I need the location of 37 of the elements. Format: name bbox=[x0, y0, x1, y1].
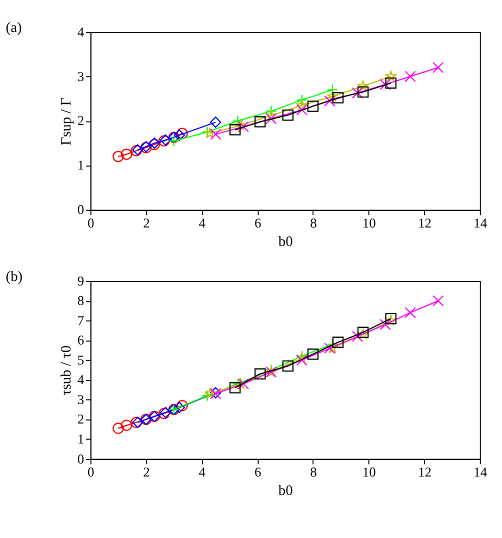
y-tick-label: 4 bbox=[77, 372, 84, 388]
x-tick-label: 8 bbox=[310, 216, 318, 231]
y-axis-title: Γsup / Γ bbox=[58, 97, 75, 146]
y-axis-title: τsub / τ0 bbox=[58, 345, 75, 396]
y-tick-label: 0 bbox=[77, 451, 84, 466]
chart-title: (b) bbox=[6, 269, 23, 286]
y-tick-label: 6 bbox=[77, 332, 84, 348]
x-tick-label: 4 bbox=[198, 216, 206, 231]
y-tick-label: 5 bbox=[77, 352, 84, 368]
y-tick-label: 4 bbox=[77, 24, 84, 40]
x-tick-label: 4 bbox=[198, 464, 206, 480]
x-tick-label: 10 bbox=[362, 216, 376, 231]
x-tick-label: 2 bbox=[143, 216, 150, 231]
x-tick-label: 8 bbox=[310, 464, 318, 480]
x-tick-label: 10 bbox=[362, 464, 376, 480]
x-tick-label: 6 bbox=[254, 216, 262, 231]
y-tick-label: 9 bbox=[77, 273, 84, 288]
y-tick-label: 7 bbox=[77, 312, 84, 328]
x-axis-title: b0 bbox=[278, 483, 293, 499]
y-tick-label: 1 bbox=[77, 158, 84, 173]
x-tick-label: 6 bbox=[254, 464, 262, 480]
x-axis-title: b0 bbox=[278, 234, 293, 250]
x-tick-label: 0 bbox=[88, 216, 95, 231]
y-tick-label: 2 bbox=[77, 412, 84, 427]
y-tick-label: 2 bbox=[77, 113, 84, 128]
x-tick-label: 12 bbox=[418, 216, 432, 231]
x-tick-label: 2 bbox=[143, 464, 150, 480]
y-tick-label: 0 bbox=[77, 202, 84, 218]
x-tick-label: 14 bbox=[474, 464, 488, 480]
x-tick-label: 14 bbox=[474, 216, 488, 231]
x-tick-label: 0 bbox=[88, 464, 95, 480]
y-tick-label: 3 bbox=[77, 392, 84, 407]
x-tick-label: 12 bbox=[418, 464, 432, 480]
y-tick-label: 3 bbox=[77, 68, 84, 84]
y-tick-label: 1 bbox=[77, 431, 84, 446]
chart-title: (a) bbox=[6, 20, 22, 36]
y-tick-label: 8 bbox=[77, 293, 84, 308]
